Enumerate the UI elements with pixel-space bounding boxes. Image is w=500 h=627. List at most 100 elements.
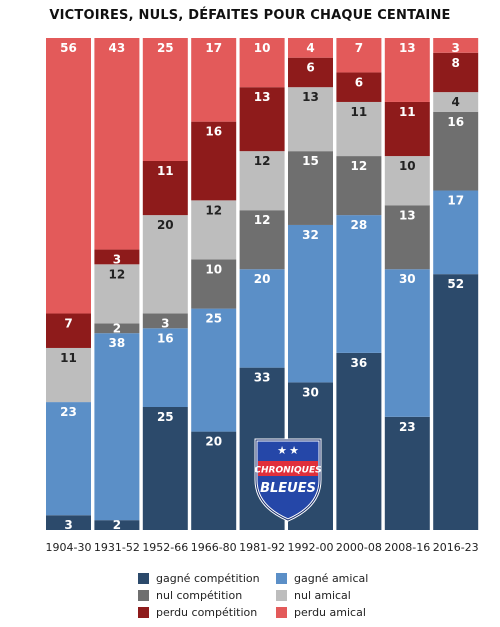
bar-segment [433, 52, 479, 93]
bar-segment [384, 205, 430, 270]
bar-segment [46, 313, 91, 348]
bar-segment [336, 38, 382, 73]
bar-segment [433, 111, 479, 191]
bar-segment [191, 308, 237, 432]
data-label: 7 [64, 317, 72, 331]
bar-segment [336, 101, 382, 157]
data-label: 13 [302, 90, 319, 104]
x-tick-label: 1904-30 [46, 541, 92, 554]
data-label: 28 [351, 218, 368, 232]
bar-segment [239, 269, 285, 368]
bar-segment [239, 210, 285, 270]
legend-label: nul compétition [156, 589, 243, 602]
legend-item: perdu compétition [138, 605, 276, 620]
data-label: 17 [447, 194, 464, 208]
data-label: 13 [399, 41, 416, 55]
bar-segment [239, 151, 285, 211]
data-label: 7 [355, 41, 363, 55]
bar-segment [433, 274, 479, 530]
bar-segment [288, 151, 333, 225]
svg-text:★: ★ [277, 444, 287, 457]
x-tick-label: 1981-92 [239, 541, 285, 554]
legend-label: gagné compétition [156, 572, 260, 585]
bar-segment [46, 38, 91, 314]
legend-swatch [276, 590, 287, 601]
data-label: 32 [302, 228, 319, 242]
bar-segment [336, 156, 382, 216]
legend-item: perdu amical [276, 605, 396, 620]
bar-segment [384, 416, 430, 530]
bar-segment [384, 156, 430, 206]
data-label: 15 [302, 154, 319, 168]
data-label: 11 [157, 164, 174, 178]
data-label: 12 [109, 267, 126, 281]
data-label: 10 [399, 159, 416, 173]
data-label: 4 [452, 95, 460, 109]
bar-segment [94, 520, 140, 530]
data-label: 23 [60, 405, 77, 419]
data-label: 8 [452, 56, 460, 70]
bar-segment [288, 87, 333, 152]
legend-item: gagné amical [276, 571, 396, 586]
data-label: 12 [351, 159, 368, 173]
bar-segment [191, 259, 237, 309]
bar-segment [433, 190, 479, 275]
legend-label: gagné amical [294, 572, 369, 585]
bar-segment [191, 121, 237, 201]
data-label: 20 [157, 218, 174, 232]
bar-segment [46, 402, 91, 516]
bar-segment [433, 38, 479, 53]
bar-segment [433, 92, 479, 112]
data-label: 11 [399, 105, 416, 119]
bar-segment [142, 38, 188, 161]
data-label: 12 [205, 203, 222, 217]
bar-segment [288, 224, 333, 383]
legend-label: perdu amical [294, 606, 366, 619]
bar-segment [191, 38, 237, 122]
data-label: 25 [157, 41, 174, 55]
data-label: 36 [351, 356, 368, 370]
data-label: 25 [205, 312, 222, 326]
bar-segment [142, 407, 188, 530]
logo-line2: BLEUES [260, 481, 316, 496]
x-tick-label: 2016-23 [433, 541, 479, 554]
data-label: 23 [399, 420, 416, 434]
data-label: 56 [60, 41, 77, 55]
data-label: 2 [113, 518, 121, 532]
svg-text:★: ★ [289, 444, 299, 457]
data-label: 3 [161, 317, 169, 331]
legend-item: nul amical [276, 588, 396, 603]
bar-segment [384, 101, 430, 157]
data-label: 16 [157, 331, 174, 345]
x-tick-label: 1952-66 [142, 541, 188, 554]
data-label: 20 [205, 435, 222, 449]
bar-segment [94, 38, 140, 250]
legend-label: perdu compétition [156, 606, 258, 619]
bar-segment [336, 215, 382, 353]
bar-segment [191, 200, 237, 260]
bar-segment [46, 347, 91, 403]
bar-segment [384, 269, 430, 417]
data-label: 52 [447, 277, 464, 291]
data-label: 12 [254, 154, 271, 168]
data-label: 16 [205, 125, 222, 139]
data-label: 4 [306, 41, 314, 55]
bar-segment [288, 57, 333, 88]
bar-segment [94, 323, 140, 334]
logo-line1: CHRONIQUES [254, 466, 321, 476]
data-label: 13 [254, 90, 271, 104]
data-label: 25 [157, 410, 174, 424]
chart-legend: gagné compétition gagné amical nul compéti… [138, 571, 398, 620]
bar-segment [94, 249, 140, 265]
data-label: 30 [302, 385, 319, 399]
chart-title: VICTOIRES, NULS, DÉFAITES POUR CHAQUE CE… [49, 8, 451, 23]
bar-segment [94, 333, 140, 521]
data-label: 33 [254, 371, 271, 385]
legend-swatch [276, 573, 287, 584]
bar-segment [142, 215, 188, 314]
data-label: 12 [254, 213, 271, 227]
bar-segment [239, 87, 285, 152]
x-tick-label: 1931-52 [94, 541, 140, 554]
data-label: 10 [205, 262, 222, 276]
bar-segment [239, 38, 285, 88]
